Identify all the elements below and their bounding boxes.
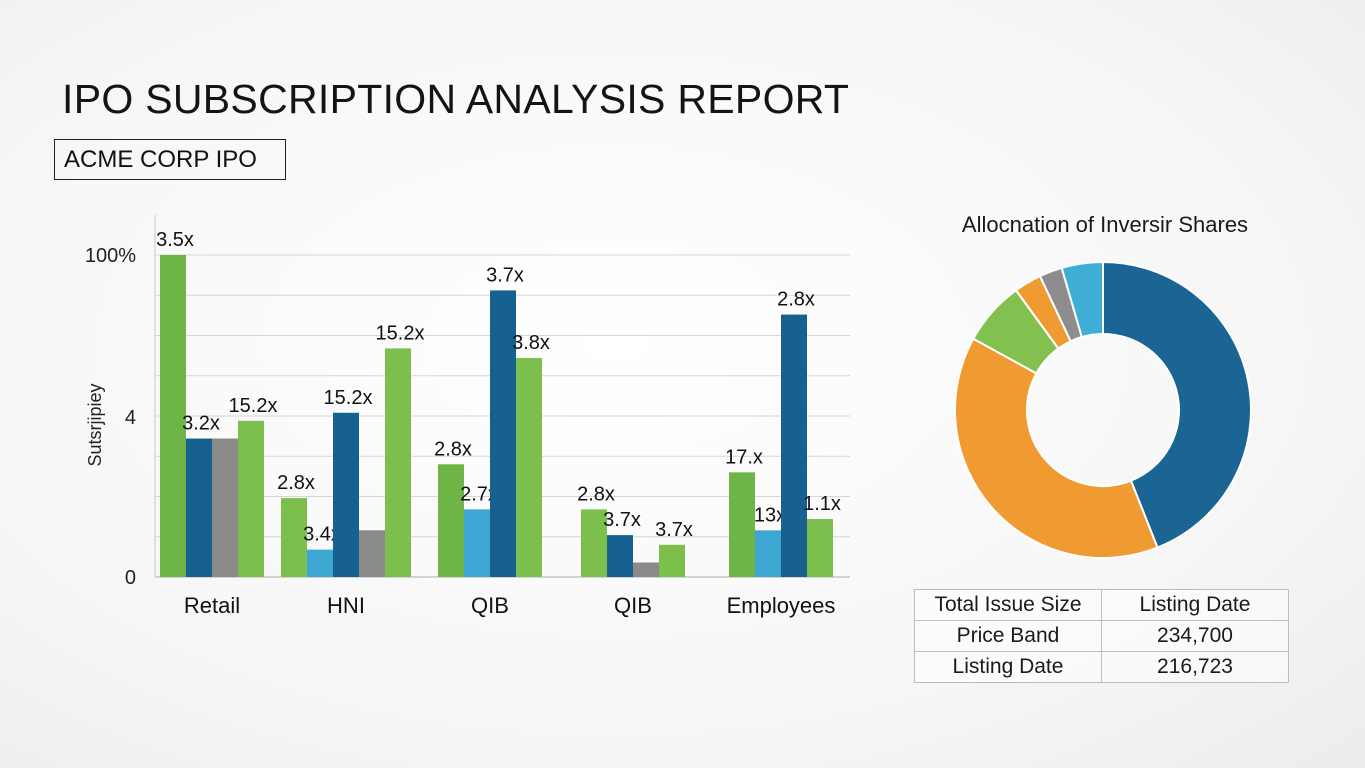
bar <box>438 464 464 577</box>
bar <box>281 498 307 577</box>
y-tick-label: 0 <box>125 567 136 589</box>
y-axis-label: Sutsrjipiey <box>85 383 105 466</box>
bar <box>581 509 607 577</box>
table-cell: Price Band <box>914 620 1102 652</box>
bar <box>385 348 411 577</box>
bar <box>307 549 333 577</box>
bar-data-label: 2.8x <box>434 438 472 460</box>
table-cell: 216,723 <box>1101 651 1289 683</box>
y-tick-label: 100% <box>85 245 136 267</box>
bar <box>755 530 781 577</box>
bar-data-label: 2.8x <box>777 289 815 311</box>
donut-slice <box>1060 260 1104 339</box>
bar <box>212 438 238 577</box>
allocation-donut-chart <box>954 260 1252 559</box>
bar <box>333 412 359 577</box>
bar-data-label: 15.2x <box>324 387 373 409</box>
bar <box>729 472 755 577</box>
donut-slice <box>954 337 1159 559</box>
bar <box>160 255 186 577</box>
bar-data-label: 2.7x <box>460 483 498 505</box>
bar-data-label: 3.2x <box>182 413 220 435</box>
x-category-label: Employees <box>727 593 836 618</box>
x-category-label: HNI <box>327 593 365 618</box>
subscription-bar-chart: 100% 4 0 Sutsrjipiey 3.5x 3.2x 15.2x Retail 2.8x… <box>85 215 850 618</box>
bar <box>359 530 385 577</box>
bar-data-label: 3.7x <box>603 509 641 531</box>
table-row: Total Issue Size Listing Date <box>914 589 1289 621</box>
bar-data-label: 17.x <box>725 446 763 468</box>
table-cell: Listing Date <box>914 651 1102 683</box>
bar <box>807 519 833 577</box>
table-row: Price Band 234,700 <box>914 620 1289 652</box>
bar-data-label: 3.5x <box>156 229 194 251</box>
bar <box>516 358 542 577</box>
bar <box>464 509 490 577</box>
bar-data-label: 3.8x <box>512 332 550 354</box>
y-tick-label: 4 <box>125 407 136 429</box>
x-category-label: Retail <box>184 593 240 618</box>
bar-data-label: 15.2x <box>376 322 425 344</box>
pie-chart-title: Allocnation of Inversir Shares <box>961 212 1249 237</box>
bar-data-label: 13x <box>754 504 786 526</box>
bar-data-label: 3.7x <box>486 264 524 286</box>
bar <box>607 535 633 577</box>
company-name-box: ACME CORP IPO <box>54 139 286 180</box>
bar-data-label: 2.8x <box>277 472 315 494</box>
table-cell: 234,700 <box>1101 620 1289 652</box>
bar-data-label: 1.1x <box>803 493 841 515</box>
bar-data-label: 2.8x <box>577 483 615 505</box>
bar <box>238 420 264 577</box>
table-cell: Listing Date <box>1101 589 1289 621</box>
report-title: IPO SUBSCRIPTION ANALYSIS REPORT <box>62 76 850 122</box>
ipo-details-table: Total Issue Size Listing Date Price Band… <box>914 589 1289 683</box>
bar <box>633 562 659 577</box>
bar <box>781 314 807 577</box>
donut-slice <box>1102 260 1252 549</box>
table-cell: Total Issue Size <box>914 589 1102 621</box>
bar <box>490 290 516 577</box>
x-category-label: QIB <box>471 593 509 618</box>
x-category-label: QIB <box>614 593 652 618</box>
bar <box>659 544 685 577</box>
table-row: Listing Date 216,723 <box>914 651 1289 683</box>
bar-data-label: 3.7x <box>655 519 693 541</box>
bar <box>186 438 212 577</box>
bar-data-label: 15.2x <box>229 395 278 417</box>
bar-data-label: 3.4x <box>303 524 341 546</box>
